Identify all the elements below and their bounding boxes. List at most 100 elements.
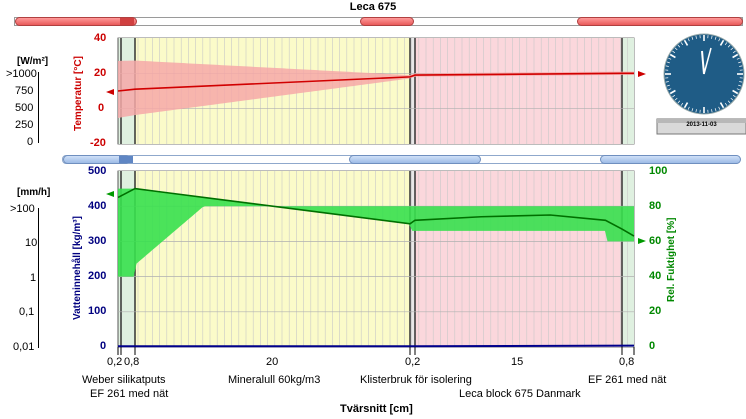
clock-tick [674, 47, 678, 51]
rel-humidity-band [118, 188, 634, 277]
chart-title: Leca 675 [349, 1, 397, 13]
temperature-line [117, 72, 634, 92]
scrollbar-mid-thumb-blue[interactable] [349, 155, 481, 164]
layer-name-2: EF 261 med nät [90, 388, 169, 400]
clock-tick [714, 108, 717, 112]
clock-tick [736, 88, 740, 91]
clock-tick [736, 57, 740, 60]
flux-tick-1: >1000 [6, 68, 37, 80]
temp-tick-40: 40 [94, 32, 107, 44]
temperature-axis-label: Temperatur [°C] [73, 56, 84, 131]
layer-name-1: Weber silikatputs [82, 374, 166, 386]
layer-name-5: Leca block 675 Danmark [459, 388, 581, 400]
rate-tick-4: 0,1 [19, 306, 35, 318]
clock-tick [665, 65, 669, 67]
flux-tick-3: 500 [15, 102, 34, 114]
bottom-layer-fill-6 [622, 171, 634, 347]
top-timeline-scrollbar[interactable] [14, 17, 743, 26]
flux-unit: [W/m²] [17, 56, 49, 67]
clock-tick [711, 109, 713, 113]
water-tick-400: 400 [88, 200, 107, 212]
rh-axis-label: Rel. Fuktighet [%] [666, 217, 677, 302]
x-tick-3: 20 [266, 356, 279, 368]
clock-date: 2013-11-03 [686, 122, 717, 128]
flux-axis-line [38, 72, 39, 143]
middle-timeline-scrollbar[interactable] [62, 155, 741, 164]
water-tick-500: 500 [88, 165, 107, 177]
clock-tick [727, 100, 731, 104]
clock-tick [732, 50, 736, 54]
clock-tick [669, 89, 676, 95]
top-layer-fill-5 [415, 38, 622, 144]
bottom-layer-fill-5 [415, 171, 622, 347]
temp-tick-0: 0 [98, 102, 105, 114]
clock-tick [677, 100, 681, 104]
temp-right-marker [638, 71, 646, 77]
clock-tick [691, 108, 694, 112]
clock-tick [674, 97, 678, 101]
water-tick-0: 0 [100, 340, 107, 352]
water-tick-300: 300 [88, 235, 107, 247]
clock-tick [730, 97, 734, 101]
rate-tick-2: 10 [25, 237, 38, 249]
scrollbar-right-thumb[interactable] [577, 17, 743, 26]
top-layer-fill-6 [622, 38, 634, 144]
clock-tick [677, 44, 681, 48]
clock-tick [719, 102, 725, 109]
rh-tick-60: 60 [649, 235, 662, 247]
water-tick-200: 200 [88, 270, 107, 282]
clock-tick [680, 42, 684, 46]
clock-tick [669, 53, 676, 59]
clock-tick [732, 89, 739, 95]
clock-tick [668, 57, 672, 60]
x-tick-1: 0,2 [107, 356, 123, 368]
rate-unit: [mm/h] [17, 187, 51, 198]
scrollbar-left-thumb[interactable] [15, 17, 137, 26]
clock-tick [683, 39, 689, 46]
clock-tick [714, 36, 717, 40]
x-tick-6: 0,8 [619, 356, 635, 368]
temp-tick-neg20: -20 [90, 137, 106, 149]
water-tick-100: 100 [88, 305, 107, 317]
water-content-line [118, 344, 635, 348]
clock-minute-hand [703, 47, 712, 75]
flux-tick-2: 750 [15, 85, 34, 97]
rate-tick-3: 1 [30, 272, 37, 284]
clock-tick [732, 53, 739, 59]
clock-tick [683, 102, 689, 109]
layer-name-4: Klisterbruk för isolering [360, 374, 472, 386]
rate-tick-1: >100 [10, 203, 35, 215]
clock-tick [691, 36, 694, 40]
rate-tick-5: 0,01 [13, 341, 35, 353]
clock-tick [672, 94, 676, 98]
rh-tick-100: 100 [649, 165, 668, 177]
clock-tick [738, 84, 742, 87]
rel-humidity-line [117, 187, 635, 237]
clock-tick [724, 42, 728, 46]
scrollbar-mid-thumb[interactable] [360, 17, 414, 26]
bottom-layer-fill-4 [410, 171, 415, 347]
clock-tick [718, 106, 721, 110]
temp-left-marker [106, 89, 114, 95]
clock-tick [672, 50, 676, 54]
rh-right-marker [638, 238, 646, 244]
clock-tick [666, 84, 670, 87]
clock-tick [711, 35, 713, 39]
x-axis-label: Tvärsnitt [cm] [340, 403, 413, 415]
clock-tick [718, 38, 721, 42]
x-tick-4: 0,2 [405, 356, 421, 368]
rh-tick-40: 40 [649, 270, 662, 282]
scrollbar-marker [120, 18, 134, 25]
clock-tick [724, 102, 728, 106]
x-tick-5: 15 [511, 356, 524, 368]
clock-tick [687, 38, 690, 42]
clock-tick [730, 47, 734, 51]
clock-tick [666, 61, 670, 64]
rh-left-marker [106, 191, 114, 197]
scrollbar-right-thumb-blue[interactable] [600, 155, 741, 164]
rh-tick-20: 20 [649, 305, 662, 317]
clock-tick [695, 109, 697, 113]
top-layer-fill-4 [410, 38, 415, 144]
clock-tick [732, 94, 736, 98]
